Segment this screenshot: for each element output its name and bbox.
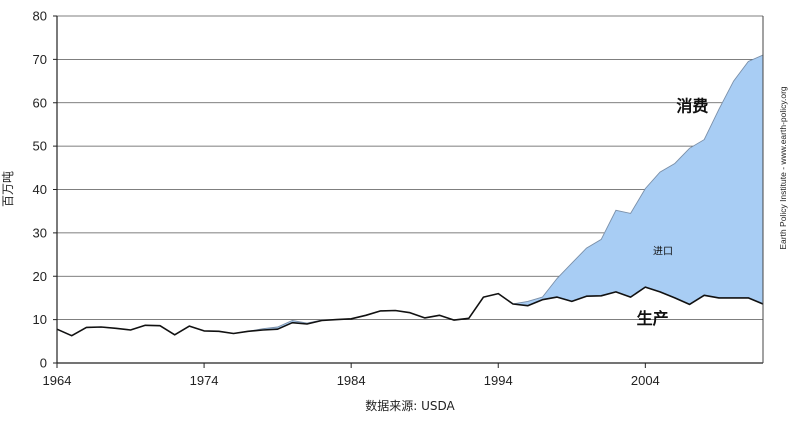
import-area [57,55,763,336]
x-tick-label: 1984 [337,373,366,388]
y-axis-label: 百万吨 [1,171,15,207]
annotation-production: 生产 [637,309,669,328]
x-axis-label: 数据来源: USDA [365,398,455,413]
x-tick-label: 2004 [631,373,660,388]
x-tick-label: 1994 [484,373,513,388]
y-tick-label: 80 [33,9,47,24]
annotation-consumption: 消费 [676,96,708,115]
series-line-production [56,286,764,337]
y-tick-label: 0 [40,356,47,371]
y-tick-label: 30 [33,225,47,240]
y-tick-label: 70 [33,52,47,67]
x-tick-label: 1974 [190,373,219,388]
y-tick-label: 10 [33,312,47,327]
tick-labels: 0 10 20 30 40 50 60 70 80 1964 1974 1984 1994 2004 [33,9,660,389]
source-credit: Earth Policy Institute - www.earth-polic… [778,86,788,250]
y-tick-label: 50 [33,139,47,154]
y-tick-label: 60 [33,95,47,110]
x-tick-label: 1964 [43,373,72,388]
axes [53,15,764,368]
y-tick-label: 40 [33,182,47,197]
y-tick-label: 20 [33,269,47,284]
annotation-imports: 进口 [653,246,673,258]
gridlines [57,15,763,321]
